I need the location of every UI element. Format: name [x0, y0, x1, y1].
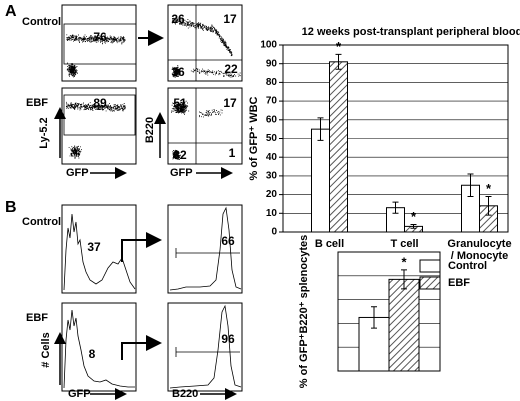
histogram-plot	[61, 204, 137, 294]
arrow	[121, 335, 162, 360]
gate-value: 89	[93, 96, 107, 110]
error-bar	[392, 201, 399, 214]
gate-value: 76	[93, 30, 107, 44]
gate-value: 22	[224, 62, 238, 76]
dot-streak	[66, 34, 126, 45]
error-bar	[485, 195, 492, 216]
dot-cluster	[171, 100, 190, 116]
legend-label: Control	[448, 260, 487, 272]
gate-value: 8	[89, 347, 96, 361]
gate-value: 26	[171, 12, 185, 26]
axis-label: Ly-5.2	[38, 117, 50, 148]
y-tick-label: 30	[266, 171, 278, 182]
dot-cluster	[172, 149, 181, 161]
dot-cluster	[171, 65, 181, 78]
axis-label: GFP	[170, 167, 193, 179]
error-bar	[317, 117, 324, 141]
histogram-plot	[167, 302, 243, 392]
error-bar	[467, 173, 474, 197]
legend-label: EBF	[448, 277, 470, 289]
bar	[329, 61, 348, 233]
panel-label: A	[5, 3, 17, 20]
y-axis-label: % of GFP⁺B220⁺ splenocytes	[298, 235, 310, 388]
gate-value: 32	[173, 148, 187, 162]
panel-label: B	[5, 199, 17, 216]
gate-value: 1	[229, 146, 236, 160]
flow-plot	[61, 87, 137, 165]
gate-value: 36	[171, 65, 185, 79]
error-bar	[335, 53, 342, 70]
dot-streak	[172, 17, 216, 33]
row-label: EBF	[26, 312, 48, 324]
axis-label: # Cells	[40, 332, 52, 367]
error-bar	[410, 224, 417, 229]
axis-label: GFP	[68, 388, 91, 400]
gate-value: 37	[87, 240, 101, 254]
y-tick-label: 0	[271, 227, 277, 238]
bar	[311, 128, 330, 233]
dot-cluster	[68, 145, 82, 159]
y-tick-label: 60	[266, 114, 278, 125]
gates	[63, 5, 242, 389]
histogram	[63, 213, 136, 291]
x-tick-label: T cell	[390, 238, 418, 250]
bar	[388, 278, 420, 372]
axis-label: B220	[172, 388, 198, 400]
x-tick-label: B cell	[315, 238, 344, 250]
y-tick-label: 90	[266, 58, 278, 69]
dot-streak	[199, 108, 223, 118]
dot-streak	[190, 68, 241, 78]
histogram-plot	[167, 204, 243, 294]
legend-swatch	[419, 259, 441, 273]
y-tick-label: 40	[266, 152, 278, 163]
error-bar	[401, 269, 407, 290]
gate	[63, 23, 137, 65]
chart-title: 12 weeks post-transplant peripheral bloo…	[302, 26, 520, 38]
y-axis-label: % of GFP⁺ WBC	[248, 96, 260, 180]
significance: *	[411, 209, 417, 224]
gate-value: 66	[221, 234, 235, 248]
legend-swatch	[419, 276, 441, 290]
axis-label: GFP	[66, 167, 89, 179]
gate-value: 17	[223, 96, 237, 110]
y-tick-label: 20	[266, 189, 278, 200]
histogram	[169, 304, 242, 389]
gate-value: 17	[223, 12, 237, 26]
histogram-plot	[61, 302, 137, 392]
y-tick-label: 50	[266, 133, 278, 144]
arrows	[54, 30, 237, 400]
row-label: EBF	[26, 97, 48, 109]
gate-value: 51	[173, 96, 187, 110]
y-tick-label: 10	[266, 208, 278, 219]
histogram	[63, 309, 135, 389]
significance: *	[401, 254, 407, 269]
y-tick-label: 80	[266, 77, 278, 88]
gate-value: 96	[221, 332, 235, 346]
significance: *	[486, 181, 492, 196]
axis-label: B220	[144, 117, 156, 143]
x-tick-label: Granulocyte / Monocyte	[447, 238, 511, 262]
dots	[66, 17, 241, 161]
histogram	[169, 206, 242, 291]
error-bar	[371, 306, 377, 329]
dot-cluster	[66, 62, 78, 78]
row-label: Control	[22, 16, 61, 28]
dot-streak	[215, 29, 233, 57]
flow-panels	[61, 4, 243, 392]
dot-streak	[66, 101, 126, 112]
row-label: Control	[22, 216, 61, 228]
y-tick-label: 70	[266, 96, 278, 107]
arrow	[121, 232, 162, 262]
significance: *	[336, 39, 342, 54]
y-tick-label: 100	[260, 40, 277, 51]
